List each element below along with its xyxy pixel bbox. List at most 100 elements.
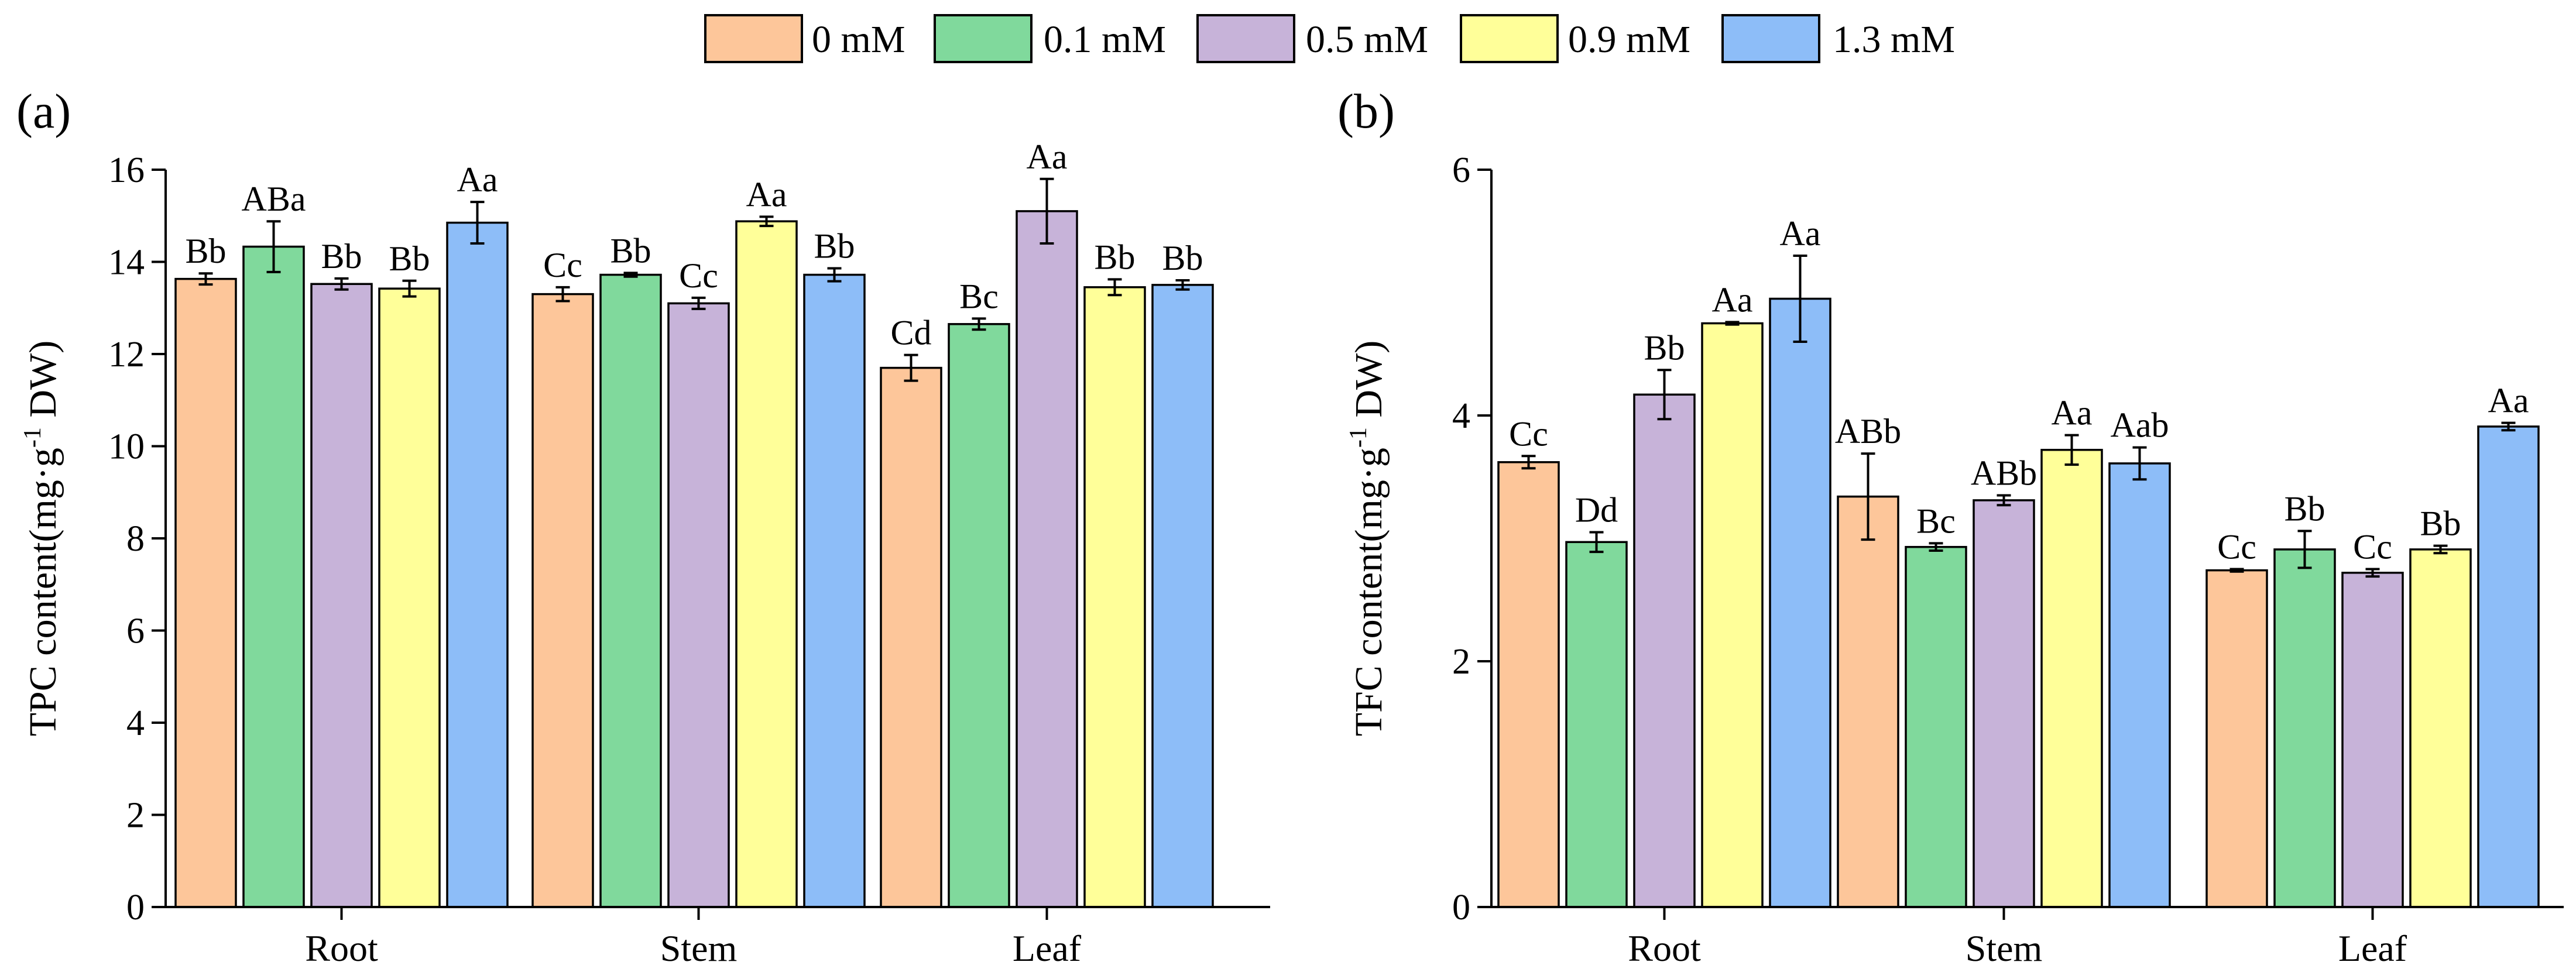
significance-label-stem-2: Cc [679, 256, 718, 295]
bar-root-series-1 [1565, 541, 1628, 908]
bar-stem-series-3 [735, 220, 798, 908]
bar-root-series-2 [1633, 393, 1696, 908]
x-category-label-leaf: Leaf [1013, 928, 1082, 969]
significance-label-stem-1: Bb [610, 231, 651, 270]
significance-label-root-3: Bb [389, 239, 430, 278]
bar-stem-series-0 [531, 293, 594, 908]
legend-label-1: 0.1 mM [1044, 18, 1166, 61]
significance-label-stem-0: Cc [543, 246, 582, 284]
bar-stem-series-2 [1973, 499, 2035, 908]
y-tick-label-5: 10 [108, 427, 145, 467]
legend-swatch-3 [1460, 14, 1559, 63]
bar-stem-series-4 [2108, 462, 2171, 908]
y-axis-title: TPC content(mg·g-1 DW) [19, 341, 64, 737]
bar-leaf-series-4 [1151, 284, 1214, 908]
y-tick-label-1: 2 [126, 796, 145, 836]
bar-root-series-1 [242, 245, 305, 908]
y-tick-label-0: 0 [126, 888, 145, 928]
significance-label-root-3: Aa [1712, 280, 1753, 319]
significance-label-root-2: Bb [321, 237, 362, 276]
y-axis-title-superscript: -1 [1345, 427, 1372, 448]
x-category-label-leaf: Leaf [2338, 928, 2407, 969]
bar-leaf-series-1 [2273, 548, 2336, 908]
y-axis-title-unit: DW) [22, 341, 64, 427]
x-category-label-stem: Stem [660, 928, 738, 969]
x-category-label-root: Root [1628, 928, 1701, 969]
bar-leaf-series-3 [1083, 286, 1146, 908]
y-tick-label-3: 6 [1452, 150, 1470, 190]
bar-leaf-series-2 [1016, 210, 1078, 908]
legend-label-2: 0.5 mM [1306, 18, 1428, 61]
bar-stem-series-4 [803, 273, 866, 908]
legend-swatch-1 [934, 14, 1033, 63]
bar-leaf-series-1 [948, 323, 1010, 908]
legend-label-4: 1.3 mM [1833, 18, 1955, 61]
significance-label-leaf-4: Aa [2488, 382, 2529, 420]
bar-leaf-series-4 [2477, 425, 2540, 908]
significance-label-root-1: Dd [1575, 491, 1618, 530]
legend-swatch-4 [1721, 14, 1820, 63]
significance-label-leaf-0: Cc [2217, 528, 2256, 566]
significance-label-leaf-4: Bb [1162, 239, 1203, 277]
significance-label-stem-3: Aa [2052, 394, 2093, 432]
y-tick-label-0: 0 [1452, 888, 1470, 928]
significance-label-stem-3: Aa [746, 175, 787, 214]
bar-root-series-2 [310, 283, 373, 908]
significance-label-leaf-0: Cd [890, 314, 931, 352]
bar-leaf-series-2 [2341, 572, 2404, 908]
y-tick-label-3: 6 [126, 612, 145, 651]
legend-label-0: 0 mM [812, 18, 905, 61]
significance-label-leaf-3: Bb [2420, 504, 2461, 543]
significance-label-root-4: Aa [1780, 214, 1821, 253]
y-tick-label-2: 4 [126, 703, 145, 743]
significance-label-stem-4: Aab [2111, 406, 2169, 445]
significance-label-root-0: Bb [185, 232, 226, 270]
bar-leaf-series-0 [880, 366, 942, 908]
significance-label-stem-2: ABb [1971, 454, 2037, 493]
bar-stem-series-0 [1837, 495, 1899, 908]
y-tick-label-2: 4 [1452, 396, 1470, 436]
chart-panel-a: (a) TPC content(mg·g-1 DW) 0 2 4 6 8 10 12 14 16 Bb… [16, 84, 1270, 969]
significance-label-stem-1: Bc [1916, 501, 1956, 540]
significance-label-root-1: ABa [242, 180, 306, 218]
legend-label-3: 0.9 mM [1568, 18, 1690, 61]
bar-stem-series-1 [599, 273, 662, 908]
bar-leaf-series-0 [2205, 569, 2268, 908]
significance-label-root-2: Bb [1644, 328, 1685, 367]
bar-root-series-4 [446, 221, 509, 908]
y-tick-label-8: 16 [108, 150, 145, 190]
significance-label-leaf-2: Aa [1027, 138, 1068, 176]
bar-root-series-0 [174, 277, 237, 908]
bar-stem-series-2 [667, 302, 730, 908]
y-axis-title: TFC content(mg·g-1 DW) [1345, 341, 1390, 737]
significance-label-root-4: Aa [457, 160, 498, 199]
bar-root-series-3 [1701, 322, 1764, 908]
y-tick-label-7: 14 [108, 243, 145, 283]
bar-root-series-0 [1497, 461, 1560, 908]
bar-root-series-4 [1769, 297, 1831, 908]
bar-stem-series-3 [2040, 449, 2103, 908]
y-tick-label-1: 2 [1452, 642, 1470, 682]
x-category-label-root: Root [305, 928, 378, 969]
significance-label-leaf-2: Cc [2353, 528, 2392, 566]
legend: 0 mM 0.1 mM 0.5 mM 0.9 mM 1.3 mM [704, 14, 1955, 63]
significance-label-stem-0: ABb [1835, 412, 1901, 451]
significance-label-root-0: Cc [1509, 414, 1548, 453]
significance-label-leaf-1: Bc [959, 277, 999, 315]
bar-root-series-3 [378, 287, 441, 908]
legend-swatch-2 [1196, 14, 1295, 63]
bar-leaf-series-3 [2409, 548, 2472, 908]
y-axis-title-unit: DW) [1347, 341, 1390, 427]
significance-label-leaf-3: Bb [1094, 238, 1135, 276]
significance-label-stem-4: Bb [814, 227, 855, 266]
y-axis-title-main: TFC content(mg·g [1347, 448, 1390, 736]
y-tick-label-6: 12 [108, 335, 145, 375]
y-axis-title-superscript: -1 [19, 427, 46, 448]
panel-label: (a) [16, 84, 71, 139]
panel-label: (b) [1337, 84, 1395, 139]
chart-panel-b: (b) TFC content(mg·g-1 DW) 0 2 4 6 Cc Dd Bb Aa Aa R… [1337, 84, 2564, 969]
bar-stem-series-1 [1905, 545, 1967, 908]
y-tick-label-4: 8 [126, 519, 145, 559]
legend-swatch-0 [704, 14, 803, 63]
